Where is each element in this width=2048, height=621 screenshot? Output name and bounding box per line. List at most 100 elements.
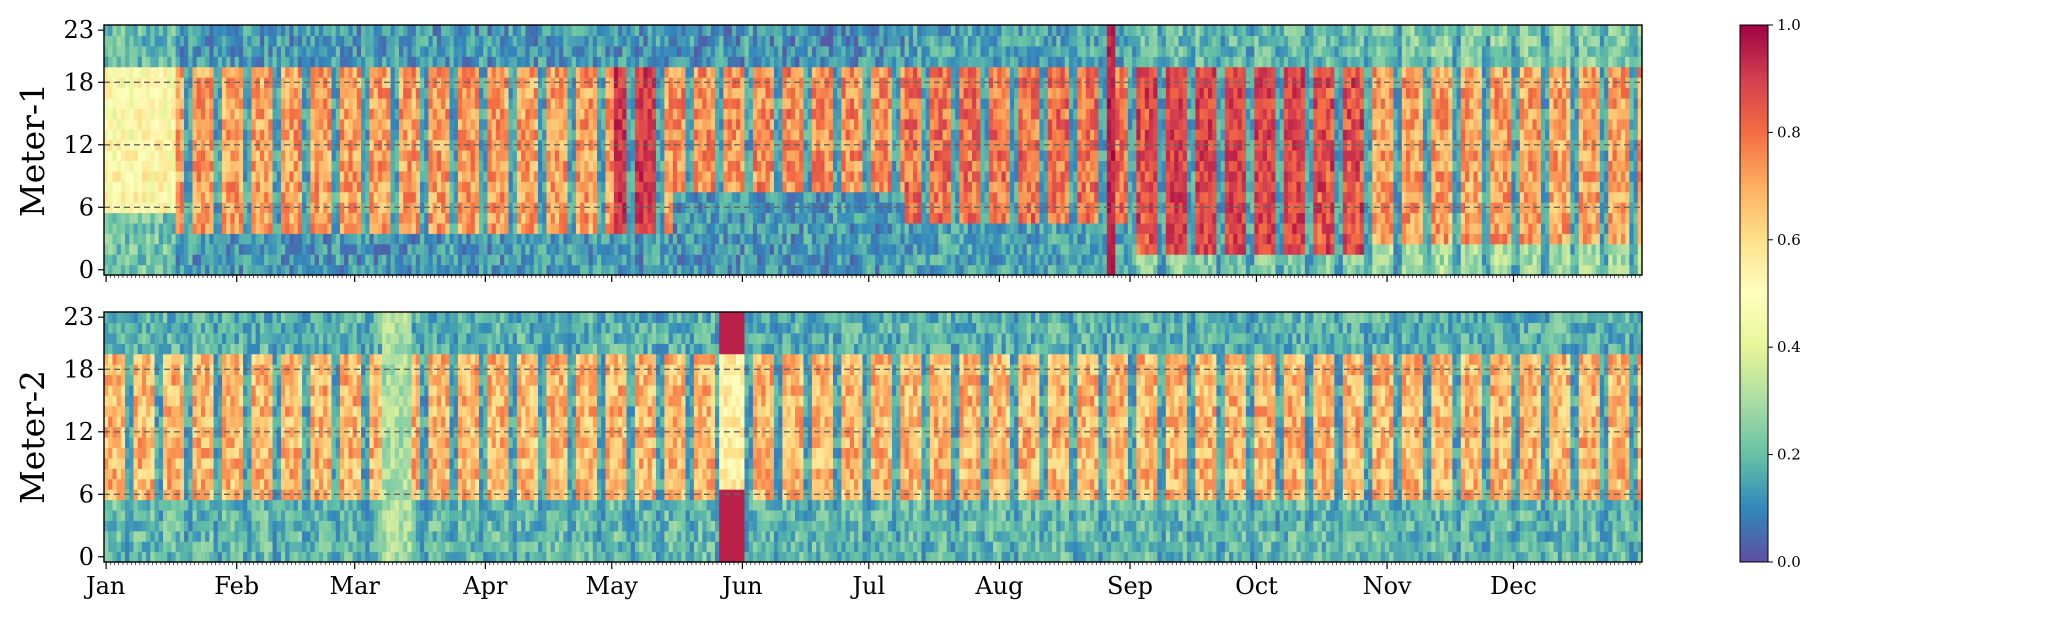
heatmap-cell bbox=[247, 108, 252, 119]
heatmap-cell bbox=[858, 181, 863, 192]
heatmap-cell bbox=[171, 108, 176, 119]
heatmap-cell bbox=[631, 233, 636, 244]
heatmap-cell bbox=[222, 108, 227, 119]
heatmap-cell bbox=[846, 35, 851, 46]
heatmap-cell bbox=[968, 244, 973, 255]
heatmap-cell bbox=[648, 88, 653, 99]
heatmap-cell bbox=[142, 181, 147, 192]
heatmap-cell bbox=[808, 108, 813, 119]
heatmap-cell bbox=[155, 56, 160, 67]
heatmap-cell bbox=[268, 265, 273, 276]
heatmap-cell bbox=[589, 119, 594, 130]
heatmap-cell bbox=[445, 56, 450, 67]
heatmap-cell bbox=[462, 119, 467, 130]
heatmap-cell bbox=[825, 171, 830, 182]
heatmap-cell bbox=[197, 213, 202, 224]
heatmap-cell bbox=[222, 119, 227, 130]
heatmap-cell bbox=[943, 171, 948, 182]
heatmap-cell bbox=[593, 108, 598, 119]
heatmap-cell bbox=[285, 150, 290, 161]
heatmap-cell bbox=[736, 35, 741, 46]
heatmap-cell bbox=[546, 119, 551, 130]
heatmap-cell bbox=[243, 192, 248, 203]
heatmap-cell bbox=[306, 98, 311, 109]
heatmap-cell bbox=[395, 25, 400, 36]
heatmap-cell bbox=[732, 244, 737, 255]
heatmap-cell bbox=[921, 129, 926, 140]
heatmap-cell bbox=[365, 265, 370, 276]
heatmap-cell bbox=[589, 129, 594, 140]
heatmap-cell bbox=[521, 88, 526, 99]
heatmap-cell bbox=[766, 46, 771, 57]
heatmap-cell bbox=[643, 192, 648, 203]
heatmap-cell bbox=[298, 98, 303, 109]
heatmap-cell bbox=[787, 67, 792, 78]
heatmap-cell bbox=[534, 213, 539, 224]
heatmap-cell bbox=[761, 108, 766, 119]
heatmap-cell bbox=[205, 213, 210, 224]
heatmap-cell bbox=[150, 129, 155, 140]
heatmap-cell bbox=[892, 160, 897, 171]
heatmap-cell bbox=[171, 129, 176, 140]
heatmap-cell bbox=[631, 46, 636, 57]
heatmap-cell bbox=[504, 160, 509, 171]
heatmap-cell bbox=[197, 119, 202, 130]
heatmap-cell bbox=[302, 223, 307, 234]
heatmap-cell bbox=[791, 46, 796, 57]
heatmap-cell bbox=[163, 265, 168, 276]
heatmap-cell bbox=[260, 254, 265, 265]
heatmap-cell bbox=[875, 265, 880, 276]
heatmap-cell bbox=[930, 233, 935, 244]
heatmap-cell bbox=[669, 213, 674, 224]
heatmap-cell bbox=[732, 119, 737, 130]
heatmap-cell bbox=[492, 181, 497, 192]
heatmap-cell bbox=[201, 25, 206, 36]
heatmap-cell bbox=[812, 108, 817, 119]
heatmap-cell bbox=[774, 265, 779, 276]
heatmap-cell bbox=[854, 108, 859, 119]
heatmap-cell bbox=[917, 35, 922, 46]
heatmap-cell bbox=[306, 192, 311, 203]
heatmap-cell bbox=[888, 46, 893, 57]
heatmap-cell bbox=[471, 150, 476, 161]
heatmap-cell bbox=[281, 192, 286, 203]
heatmap-cell bbox=[188, 254, 193, 265]
heatmap-cell bbox=[428, 88, 433, 99]
heatmap-cell bbox=[555, 254, 560, 265]
heatmap-cell bbox=[277, 119, 282, 130]
heatmap-cell bbox=[214, 67, 219, 78]
heatmap-cell bbox=[285, 46, 290, 57]
heatmap-cell bbox=[664, 223, 669, 234]
heatmap-cell bbox=[386, 56, 391, 67]
heatmap-cell bbox=[479, 150, 484, 161]
heatmap-cell bbox=[466, 265, 471, 276]
heatmap-cell bbox=[648, 233, 653, 244]
heatmap-cell bbox=[289, 56, 294, 67]
heatmap-cell bbox=[483, 171, 488, 182]
heatmap-cell bbox=[416, 129, 421, 140]
heatmap-cell bbox=[340, 213, 345, 224]
heatmap-cell bbox=[673, 233, 678, 244]
heatmap-cell bbox=[685, 213, 690, 224]
heatmap-cell bbox=[340, 108, 345, 119]
heatmap-cell bbox=[723, 119, 728, 130]
heatmap-cell bbox=[197, 254, 202, 265]
heatmap-cell bbox=[466, 192, 471, 203]
heatmap-cell bbox=[458, 181, 463, 192]
heatmap-cell bbox=[458, 67, 463, 78]
heatmap-cell bbox=[803, 67, 808, 78]
heatmap-cell bbox=[635, 98, 640, 109]
heatmap-cell bbox=[631, 25, 636, 36]
heatmap-cell bbox=[302, 67, 307, 78]
heatmap-cell bbox=[205, 150, 210, 161]
heatmap-cell bbox=[744, 181, 749, 192]
heatmap-cell bbox=[862, 223, 867, 234]
heatmap-cell bbox=[159, 213, 164, 224]
heatmap-cell bbox=[542, 244, 547, 255]
heatmap-cell bbox=[753, 129, 758, 140]
heatmap-cell bbox=[576, 192, 581, 203]
heatmap-cell bbox=[235, 254, 240, 265]
heatmap-cell bbox=[867, 67, 872, 78]
heatmap-cell bbox=[972, 67, 977, 78]
heatmap-cell bbox=[471, 129, 476, 140]
